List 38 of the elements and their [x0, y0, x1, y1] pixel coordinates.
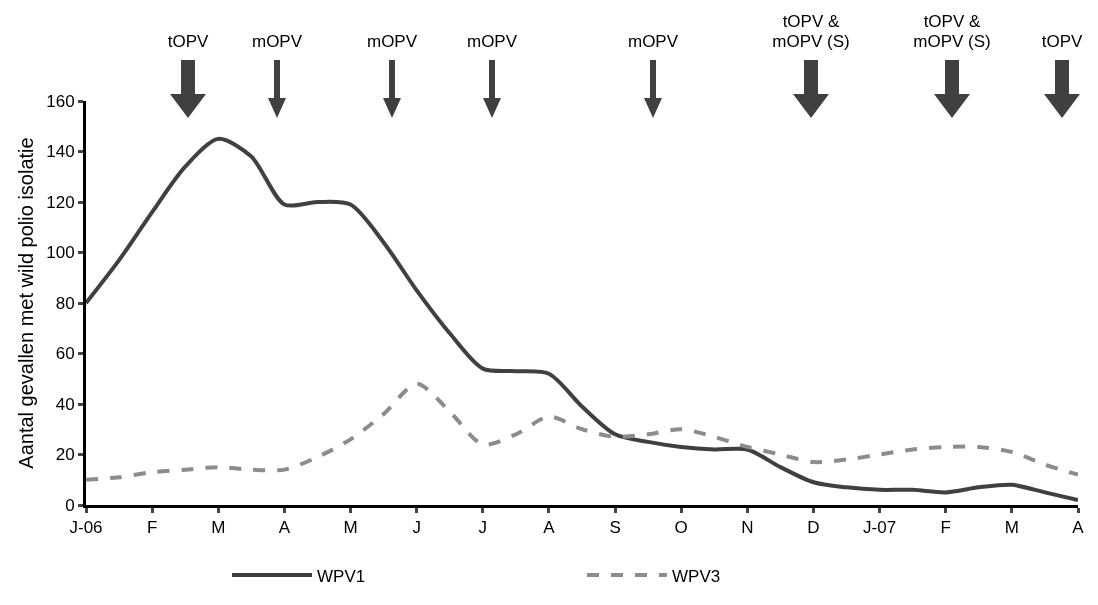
- x-tick-label: S: [609, 518, 621, 538]
- y-tick-label: 80: [55, 293, 75, 313]
- text: tOPV: [1041, 32, 1083, 52]
- x-tick-label: O: [674, 518, 688, 538]
- x-tick-label: A: [1072, 518, 1085, 538]
- text: mOPV: [251, 32, 303, 52]
- text: mOPV: [466, 32, 518, 52]
- x-tick-label: F: [146, 518, 158, 538]
- y-tick-label: 140: [46, 142, 75, 162]
- legend-label: WPV3: [672, 566, 721, 586]
- y-tick-label: 120: [46, 192, 75, 212]
- x-tick-label: A: [278, 518, 291, 538]
- x-tick-label: J: [478, 518, 488, 538]
- text: tOPV & mOPV (S): [772, 12, 850, 52]
- text: mOPV: [366, 32, 418, 52]
- y-tick-label: 60: [55, 344, 75, 364]
- line-series: [86, 136, 1078, 502]
- y-tick-label: 160: [46, 91, 75, 111]
- x-tick-label: F: [940, 518, 951, 538]
- legend-label: WPV1: [317, 566, 366, 586]
- x-tick-label: M: [211, 518, 226, 538]
- text: tOPV & mOPV (S): [913, 12, 991, 52]
- x-tick-label: J-07: [863, 518, 897, 538]
- x-tick-label: N: [741, 518, 754, 538]
- y-tick-label: 40: [55, 394, 75, 414]
- x-tick-label: A: [543, 518, 556, 538]
- text: tOPV: [167, 32, 209, 52]
- line-series: [86, 381, 1078, 482]
- x-tick-label: M: [1004, 518, 1019, 538]
- x-tick-label: D: [807, 518, 820, 538]
- text: mOPV: [627, 32, 679, 52]
- x-tick-label: J-06: [69, 518, 103, 538]
- x-tick-label: M: [343, 518, 358, 538]
- y-tick-label: 20: [55, 445, 75, 465]
- y-tick-label: 0: [65, 495, 75, 515]
- y-axis-title: Aantal gevallen met wild polio isolatie: [14, 137, 37, 469]
- y-tick-label: 100: [46, 243, 75, 263]
- x-tick-label: J: [412, 518, 421, 538]
